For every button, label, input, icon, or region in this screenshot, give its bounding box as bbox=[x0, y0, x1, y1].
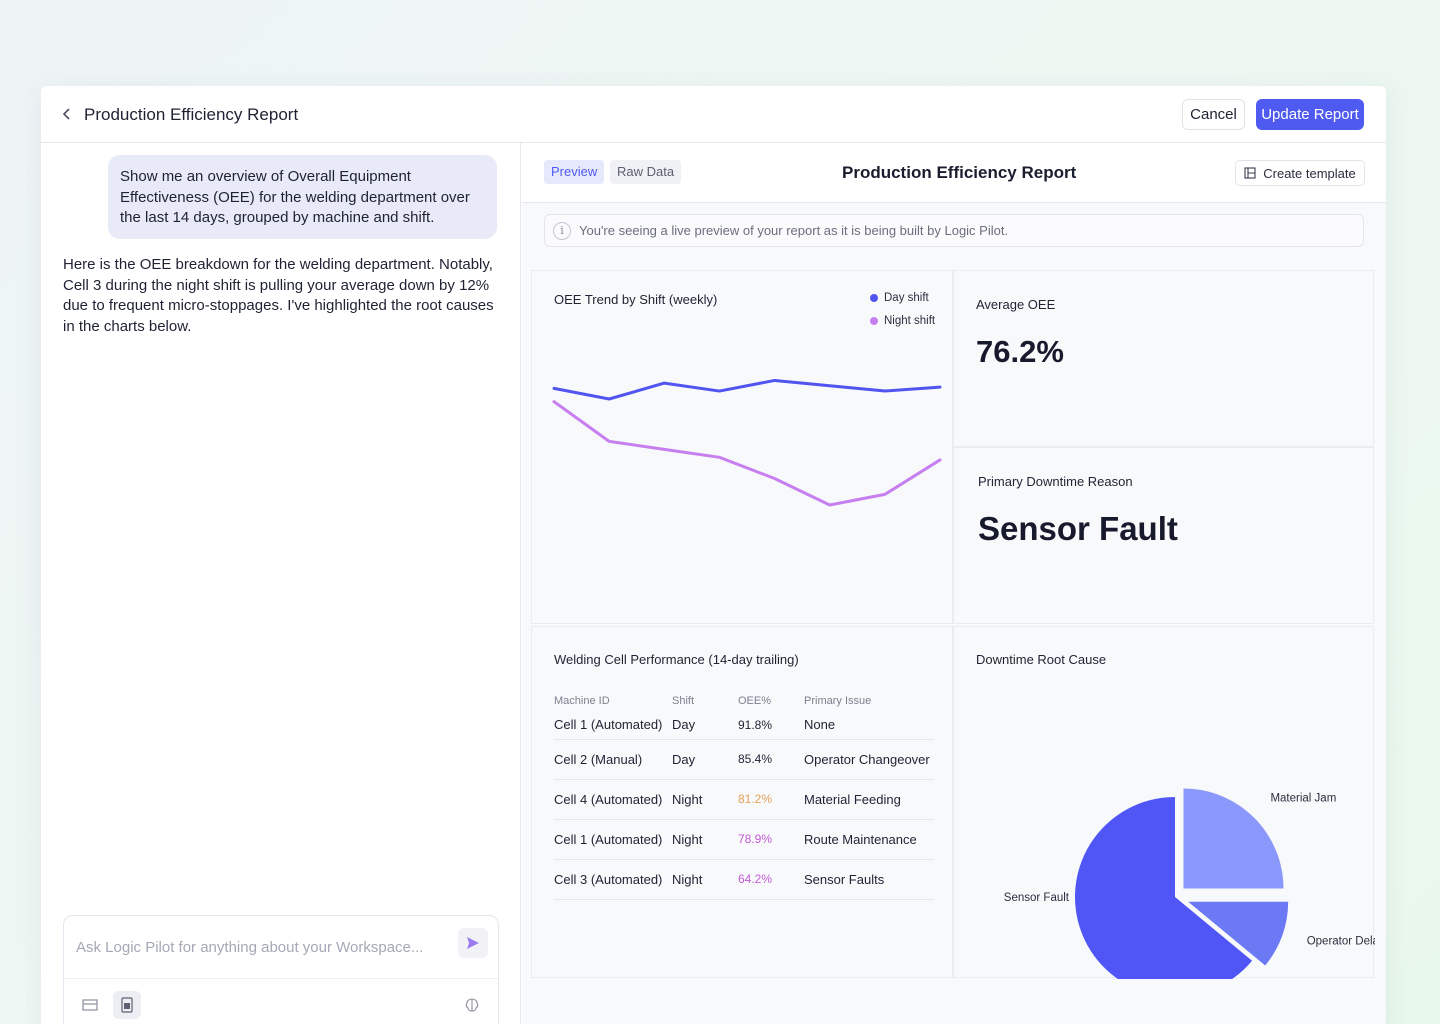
shift-cell: Day bbox=[672, 711, 738, 740]
pie-slice-sensor-fault bbox=[1075, 797, 1253, 979]
downtime-root-cause-card: Downtime Root Cause Sensor Fault Material… bbox=[953, 626, 1375, 979]
machine-cell: Cell 3 (Automated) bbox=[554, 859, 672, 900]
cell-performance-card: Welding Cell Performance (14-day trailin… bbox=[531, 626, 953, 978]
create-template-button[interactable]: Create template bbox=[1235, 160, 1365, 186]
legend-night-shift: Night shift bbox=[870, 315, 935, 327]
downtime-reason-label: Primary Downtime Reason bbox=[978, 474, 1133, 489]
oee-line-chart bbox=[552, 378, 942, 507]
create-template-label: Create template bbox=[1263, 165, 1356, 181]
machine-cell: Cell 1 (Automated) bbox=[554, 711, 672, 740]
chevron-left-icon bbox=[62, 108, 70, 120]
pie-label-material-jam: Material Jam bbox=[1270, 793, 1336, 805]
header-machine-id: Machine ID bbox=[554, 695, 610, 707]
legend-night-dot bbox=[870, 317, 878, 325]
issue-cell: Operator Changeover bbox=[804, 739, 934, 780]
composer-divider bbox=[64, 978, 498, 979]
brain-icon bbox=[465, 998, 479, 1012]
page-title: Production Efficiency Report bbox=[84, 105, 299, 124]
shift-cell: Night bbox=[672, 859, 738, 900]
table-row: Cell 3 (Automated) Night 64.2% Sensor Fa… bbox=[554, 859, 934, 900]
series-line-night-shift bbox=[552, 400, 942, 507]
shift-cell: Night bbox=[672, 819, 738, 860]
issue-cell: Route Maintenance bbox=[804, 819, 934, 860]
info-text: You're seeing a live preview of your rep… bbox=[579, 223, 1009, 238]
report-pane: Preview Raw Data Production Efficiency R… bbox=[522, 143, 1386, 1024]
issue-cell: Sensor Faults bbox=[804, 859, 934, 900]
pie-label-sensor-fault: Sensor Fault bbox=[1004, 892, 1070, 904]
document-icon bbox=[121, 997, 133, 1013]
legend-day-dot bbox=[870, 294, 878, 302]
oee-trend-card: OEE Trend by Shift (weekly) Day shift Ni… bbox=[531, 270, 953, 624]
issue-cell: Material Feeding bbox=[804, 779, 934, 820]
table-row: Cell 4 (Automated) Night 81.2% Material … bbox=[554, 779, 934, 820]
legend-day-label: Day shift bbox=[884, 292, 929, 304]
downtime-reason-card: Primary Downtime Reason Sensor Fault bbox=[953, 447, 1374, 624]
user-message: Show me an overview of Overall Equipment… bbox=[108, 155, 497, 239]
chat-input[interactable] bbox=[64, 916, 498, 978]
report-header: Preview Raw Data Production Efficiency R… bbox=[522, 143, 1386, 203]
pie-slice-operator-delay bbox=[1188, 901, 1289, 966]
oee-cell: 91.8% bbox=[738, 711, 804, 740]
tab-preview[interactable]: Preview bbox=[544, 160, 605, 184]
table-row: Cell 1 (Automated) Day 91.8% None bbox=[554, 711, 934, 740]
issue-cell: None bbox=[804, 711, 934, 740]
table-row: Cell 1 (Automated) Night 78.9% Route Mai… bbox=[554, 819, 934, 860]
header-shift: Shift bbox=[672, 695, 695, 707]
table-row: Cell 2 (Manual) Day 85.4% Operator Chang… bbox=[554, 739, 934, 780]
layout-icon bbox=[82, 999, 98, 1011]
legend-night-label: Night shift bbox=[884, 315, 936, 327]
downtime-reason-value: Sensor Fault bbox=[978, 510, 1178, 547]
send-button[interactable] bbox=[458, 928, 488, 958]
average-oee-label: Average OEE bbox=[976, 297, 1056, 312]
pie-chart-title: Downtime Root Cause bbox=[976, 652, 1107, 667]
template-icon bbox=[1244, 167, 1256, 179]
tab-raw-data[interactable]: Raw Data bbox=[610, 160, 682, 184]
shift-cell: Night bbox=[672, 779, 738, 820]
oee-cell: 78.9% bbox=[738, 819, 804, 860]
line-chart-title: OEE Trend by Shift (weekly) bbox=[554, 292, 718, 307]
machine-cell: Cell 2 (Manual) bbox=[554, 739, 672, 780]
pie-label-operator-delay: Operator Delay bbox=[1307, 935, 1375, 947]
layout-tool-button[interactable] bbox=[76, 991, 104, 1019]
shift-cell: Day bbox=[672, 739, 738, 780]
average-oee-card: Average OEE 76.2% bbox=[953, 270, 1374, 447]
cell-performance-table: Machine ID Shift OEE% Primary Issue Cell… bbox=[554, 691, 934, 900]
oee-cell: 81.2% bbox=[738, 779, 804, 820]
table-title: Welding Cell Performance (14-day trailin… bbox=[554, 652, 799, 667]
document-tool-button[interactable] bbox=[113, 991, 141, 1019]
update-report-button[interactable]: Update Report bbox=[1256, 99, 1364, 130]
assistant-message: Here is the OEE breakdown for the weldin… bbox=[63, 256, 494, 335]
pie-slice-material-jam bbox=[1183, 788, 1284, 889]
downtime-pie-chart: Sensor Fault Material Jam Operator Delay bbox=[1004, 788, 1375, 979]
info-icon: i bbox=[553, 221, 571, 240]
oee-cell: 64.2% bbox=[738, 859, 804, 900]
oee-cell: 85.4% bbox=[738, 739, 804, 780]
legend-day-shift: Day shift bbox=[870, 292, 929, 304]
back-button[interactable] bbox=[59, 104, 75, 124]
series-line-day-shift bbox=[552, 378, 942, 401]
machine-cell: Cell 1 (Automated) bbox=[554, 819, 672, 860]
brain-tool-button[interactable] bbox=[458, 991, 486, 1019]
chat-composer bbox=[63, 915, 499, 1024]
header-oee: OEE% bbox=[738, 695, 772, 707]
average-oee-value: 76.2% bbox=[976, 334, 1064, 369]
table-header-row: Machine ID Shift OEE% Primary Issue bbox=[554, 691, 934, 711]
cancel-button[interactable]: Cancel bbox=[1182, 99, 1245, 130]
send-icon bbox=[467, 937, 479, 949]
machine-cell: Cell 4 (Automated) bbox=[554, 779, 672, 820]
top-bar: Production Efficiency Report Cancel Upda… bbox=[41, 86, 1386, 143]
header-primary-issue: Primary Issue bbox=[804, 695, 872, 707]
report-title: Production Efficiency Report bbox=[842, 163, 1077, 182]
info-banner: i You're seeing a live preview of your r… bbox=[544, 214, 1364, 247]
app-window: Production Efficiency Report Cancel Upda… bbox=[41, 86, 1386, 1024]
chat-pane: Show me an overview of Overall Equipment… bbox=[41, 143, 521, 1024]
